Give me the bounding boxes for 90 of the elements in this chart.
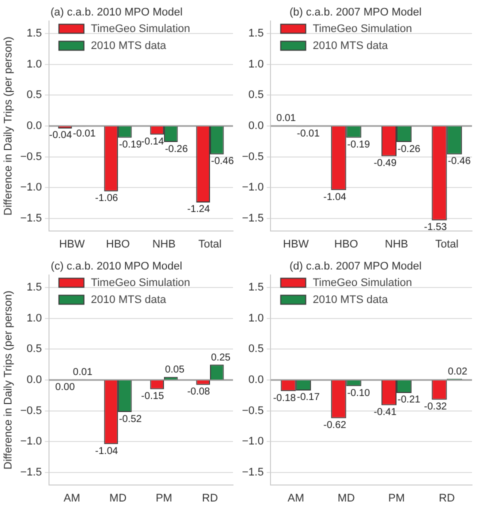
data-label: -0.26 (398, 144, 421, 155)
data-label: -0.46 (210, 156, 234, 168)
data-label: -0.26 (164, 144, 188, 155)
data-label: -0.01 (72, 128, 96, 140)
x-tick-label: AM (64, 492, 80, 504)
y-tick-label: −1.0 (242, 436, 264, 448)
x-tick-label: MD (109, 492, 127, 504)
chart-title: (d) c.a.b. 2007 MPO Model (289, 260, 422, 273)
y-tick-label: −1.0 (242, 182, 264, 194)
chart-title: (b) c.a.b. 2007 MPO Model (289, 6, 422, 19)
y-tick-label: 1.5 (248, 28, 264, 40)
data-label: -1.24 (187, 204, 210, 216)
y-tick-label: 1.0 (26, 312, 42, 324)
data-label: -0.19 (347, 139, 370, 150)
x-tick-label: RD (438, 492, 455, 504)
data-label: 0.01 (72, 367, 93, 378)
x-tick-label: RD (202, 492, 218, 504)
x-tick-label: MD (338, 492, 355, 504)
y-tick-label: 0.0 (248, 120, 264, 132)
data-label: -0.01 (296, 128, 320, 140)
data-label: 0.01 (276, 113, 296, 124)
y-tick-label: 1.5 (26, 282, 42, 294)
x-tick-label: HBW (59, 238, 86, 250)
data-label: -0.15 (141, 390, 164, 402)
data-label: 0.00 (55, 382, 76, 393)
data-label: 0.02 (448, 366, 468, 378)
y-tick-label: 0.5 (26, 89, 42, 102)
y-tick-label: 0.0 (26, 374, 42, 386)
data-label: -0.21 (398, 394, 421, 406)
y-tick-label: −0.5 (242, 404, 264, 417)
data-label: -1.04 (323, 192, 347, 203)
y-axis-title: Difference in Daily Trips (per person) (2, 290, 15, 470)
y-tick-label: 1.0 (248, 58, 264, 70)
legend-label: TimeGeo Simulation (312, 23, 412, 36)
legend-label: TimeGeo Simulation (90, 23, 190, 36)
data-label: -0.19 (118, 139, 142, 150)
y-tick-label: 0.0 (26, 120, 42, 132)
y-tick-label: 0.0 (248, 374, 264, 386)
legend-label: TimeGeo Simulation (312, 277, 412, 290)
x-tick-label: PM (388, 492, 405, 504)
y-tick-label: −1.5 (242, 466, 264, 478)
data-label: -0.41 (374, 407, 397, 418)
y-tick-label: −1.5 (20, 466, 42, 478)
data-label: -0.62 (323, 420, 347, 431)
y-axis-title: Difference in Daily Trips (per person) (2, 36, 15, 216)
y-tick-label: −0.5 (242, 150, 264, 163)
chart-title: (c) c.a.b. 2010 MPO Model (50, 260, 182, 273)
y-tick-label: −0.5 (20, 404, 42, 417)
data-label: -1.04 (95, 446, 118, 457)
y-tick-label: 1.0 (26, 58, 42, 70)
legend-label: TimeGeo Simulation (90, 277, 190, 290)
data-label: -0.17 (296, 392, 320, 404)
data-label: -1.53 (424, 222, 448, 234)
x-tick-label: HBW (283, 238, 310, 250)
data-label: 0.05 (164, 364, 185, 376)
y-tick-label: 1.5 (248, 282, 264, 294)
x-tick-label: HBO (106, 238, 130, 250)
data-label: 0.25 (210, 352, 231, 364)
y-tick-label: −1.5 (20, 212, 42, 224)
data-label: -1.06 (95, 193, 118, 204)
data-label: -0.32 (424, 401, 448, 412)
legend-label: 2010 MTS data (90, 294, 168, 306)
legend-label: 2010 MTS data (312, 294, 389, 306)
y-tick-label: 0.5 (248, 89, 264, 102)
legend-label: 2010 MTS data (90, 40, 168, 52)
y-tick-label: 1.5 (26, 28, 42, 40)
x-tick-label: Total (435, 238, 458, 250)
x-tick-label: NHB (384, 238, 408, 250)
x-tick-label: AM (288, 492, 304, 504)
x-tick-label: NHB (152, 238, 176, 250)
x-tick-label: HBO (334, 238, 359, 250)
y-tick-label: −0.5 (20, 150, 42, 163)
x-tick-label: Total (198, 238, 222, 250)
y-tick-label: 0.5 (26, 343, 42, 356)
y-tick-label: 1.0 (248, 312, 264, 324)
y-tick-label: −1.0 (20, 182, 42, 194)
x-tick-label: PM (156, 492, 172, 504)
data-label: -0.08 (187, 386, 210, 398)
chart-title: (a) c.a.b. 2010 MPO Model (50, 6, 183, 19)
data-label: -0.04 (49, 130, 72, 142)
data-label: -0.18 (273, 392, 296, 404)
data-label: -0.14 (141, 136, 164, 148)
y-tick-label: 0.5 (248, 343, 264, 356)
data-label: -0.52 (118, 414, 142, 425)
y-tick-label: −1.5 (242, 212, 264, 224)
data-label: -0.10 (347, 388, 370, 399)
legend-label: 2010 MTS data (312, 40, 389, 52)
y-tick-label: −1.0 (20, 436, 42, 448)
data-label: -0.46 (448, 156, 472, 168)
data-label: -0.49 (374, 158, 397, 169)
